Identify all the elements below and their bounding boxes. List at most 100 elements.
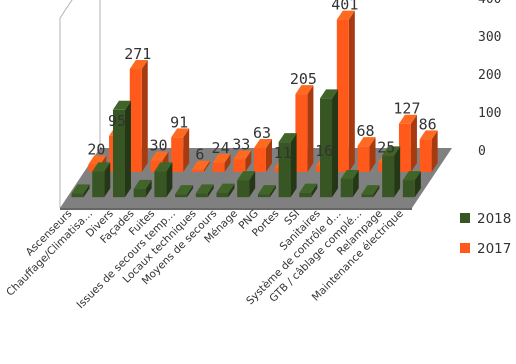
bar-2017-8-top (254, 139, 272, 149)
bar-2018-15-side (394, 146, 401, 198)
bar-2018-8-top (237, 171, 256, 181)
bar-2018-9-front (257, 194, 270, 198)
legend: 2018 2017 (460, 211, 511, 257)
bar-2017-15-side (410, 114, 417, 172)
bar-2018-4-top (154, 162, 173, 172)
bar-2018-3-top (133, 179, 152, 189)
bar-2018-4-front (154, 171, 167, 198)
bar-2018-2-side (124, 100, 131, 198)
data-label: 6 (195, 146, 204, 164)
bar-2017-15-front (398, 123, 411, 172)
bar-2017-16-side (431, 130, 438, 172)
bar-2018-10-side (290, 133, 297, 198)
bar-2018-3-front (133, 188, 146, 198)
data-label: 127 (393, 100, 420, 118)
bar-2017-4-front (171, 137, 184, 172)
bar-2018-8 (237, 171, 256, 198)
bar-2017-16 (419, 130, 438, 172)
bar-2017-3-top (150, 151, 169, 161)
bar-2018-4 (154, 162, 173, 198)
data-label: 11 (274, 144, 292, 162)
bar-2018-9-top (257, 185, 276, 195)
bar-2018-14-front (361, 194, 374, 198)
bar-2017-13-top (357, 137, 376, 147)
bar-2018-13 (340, 169, 359, 198)
bar-2018-14-top (361, 185, 380, 195)
bar-2018-1 (92, 162, 111, 198)
bar-2017-10-side (307, 85, 314, 172)
bar-2018-10-front (278, 142, 291, 198)
bar-2017-10 (295, 85, 314, 172)
bar-2017-13-side (369, 137, 376, 172)
data-label: 68 (356, 122, 374, 140)
bar-2017-6-front (212, 162, 225, 172)
bar-2018-6 (195, 184, 214, 198)
bar-2017-6-top (212, 153, 231, 163)
data-label: 271 (124, 45, 151, 63)
bar-2018-2-top (112, 100, 131, 110)
bar-2018-12-front (320, 98, 333, 198)
bar-2018-16-side (414, 171, 421, 198)
bar-2018-11-side (311, 183, 318, 198)
floor-edge (60, 208, 412, 210)
bar-2018-15-top (382, 146, 401, 156)
data-label: 33 (232, 135, 250, 153)
bar-2018-1-side (104, 162, 111, 198)
legend-label-2017: 2017 (477, 241, 511, 257)
bar-2018-13-front (340, 178, 353, 198)
bar-2018-11 (299, 183, 318, 198)
bar-2018-13-side (352, 169, 359, 198)
legend-swatch-2018 (460, 213, 470, 223)
bar-2017-7 (233, 150, 252, 172)
bar-2018-11-front (299, 192, 312, 198)
y-axis: 5004003002001000 (478, 0, 501, 159)
bar-2018-13-top (340, 169, 359, 179)
bar-2018-12-side (332, 89, 339, 198)
bar-2017-12-front (336, 19, 349, 173)
bar-2018-5-side (187, 185, 194, 198)
bar-2017-2-front (129, 69, 142, 172)
data-label: 20 (87, 140, 105, 158)
bar-2018-0 (71, 184, 90, 198)
bar-2018-7-side (228, 183, 235, 198)
bar-2018-0-front (71, 193, 84, 198)
bar-2018-3-side (145, 179, 152, 198)
y-tick-label: 0 (478, 144, 486, 159)
data-label: 205 (290, 70, 317, 88)
bar-2017-15 (398, 114, 417, 172)
data-label: 24 (212, 139, 230, 157)
bar-2018-2 (112, 100, 131, 198)
bar-2018-5-top (175, 185, 194, 195)
bars (71, 10, 438, 198)
bar-2017-6-side (224, 153, 231, 172)
bar-2017-7-side (245, 150, 252, 172)
bar-2017-8-side (266, 139, 272, 172)
bar-2017-2 (129, 60, 148, 172)
y-tick-label: 300 (478, 30, 501, 45)
data-label: 95 (108, 112, 126, 130)
bar-2018-12 (320, 89, 339, 198)
bar-2018-7 (216, 183, 235, 198)
bar-2018-9 (257, 185, 276, 198)
bar-2018-8-side (249, 171, 256, 198)
x-axis: AscenseursChauffage/Climatisa…DiversFaça… (4, 208, 406, 311)
bar-2018-16 (402, 171, 421, 198)
bar-2017-16-front (419, 139, 432, 172)
bar-2017-8 (254, 139, 272, 172)
bar-2017-0-top (88, 155, 107, 165)
bar-2017-15-top (398, 114, 417, 124)
bar-2017-5-top (191, 160, 210, 170)
y-tick-label: 100 (478, 106, 501, 121)
bar-2018-5-front (175, 194, 188, 198)
bar-2018-6-front (195, 193, 208, 198)
bar-2018-14-side (373, 185, 380, 198)
bar-2017-7-top (233, 150, 252, 160)
x-tick-label: Chauffage/Climatisa… (4, 208, 95, 299)
bar-2018-9-side (269, 185, 276, 198)
bar-2017-13-front (357, 146, 370, 172)
bar-2018-5 (175, 185, 194, 198)
bar-2018-4-side (166, 162, 173, 198)
y-tick-label: 200 (478, 68, 501, 83)
bar-2018-8-front (237, 180, 250, 198)
